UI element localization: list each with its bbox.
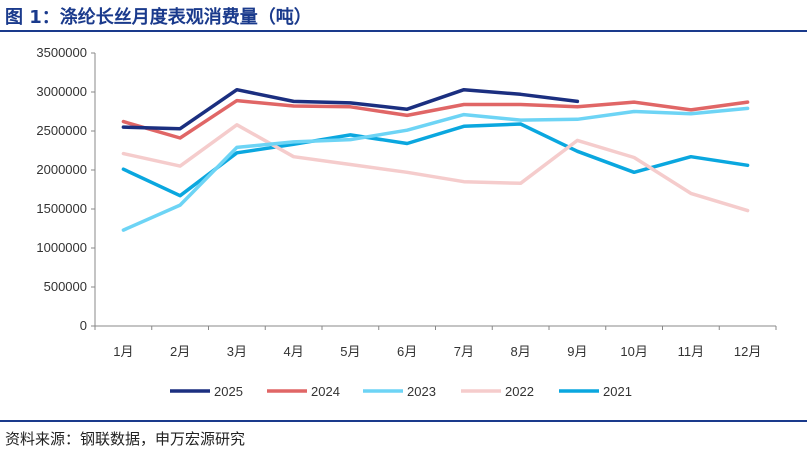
- line-chart: 0 500000 1000000 1500000 2000000 2500000 30000…: [36, 45, 777, 399]
- series-line-2024: [121, 98, 750, 140]
- x-tick-label: 6月: [397, 344, 417, 359]
- x-tick-label: 8月: [511, 344, 531, 359]
- series-line-2021: [121, 122, 750, 198]
- title-rule: [0, 30, 807, 32]
- series-lines: [121, 87, 750, 232]
- series-line-2025: [121, 87, 580, 131]
- legend-label-2022: 2022: [505, 384, 534, 399]
- series-line-2022: [121, 123, 750, 213]
- y-tick-label: 2500000: [36, 123, 87, 138]
- x-tick-label: 10月: [620, 344, 647, 359]
- x-tick-label: 3月: [227, 344, 247, 359]
- series-line-2023: [121, 106, 750, 232]
- x-tick-label: 4月: [284, 344, 304, 359]
- y-tick-label: 3000000: [36, 84, 87, 99]
- y-tick-label: 0: [80, 318, 87, 333]
- legend-label-2023: 2023: [407, 384, 436, 399]
- x-tick-label: 7月: [454, 344, 474, 359]
- y-axis-ticks: 0 500000 1000000 1500000 2000000 2500000 30000…: [36, 45, 95, 333]
- source-rule: [0, 420, 807, 422]
- x-tick-label: 2月: [170, 344, 190, 359]
- x-tick-label: 1月: [113, 344, 133, 359]
- legend-label-2025: 2025: [214, 384, 243, 399]
- x-tick-label: 11月: [678, 344, 705, 359]
- x-tick-label: 5月: [340, 344, 360, 359]
- y-tick-label: 1000000: [36, 240, 87, 255]
- legend-label-2021: 2021: [603, 384, 632, 399]
- chart-title: 图 1：涤纶长丝月度表观消费量（吨）: [5, 7, 312, 28]
- y-tick-label: 1500000: [36, 201, 87, 216]
- source-note: 资料来源：钢联数据，申万宏源研究: [5, 430, 246, 448]
- legend-label-2024: 2024: [311, 384, 340, 399]
- x-tick-label: 12月: [734, 344, 761, 359]
- x-tick-label: 9月: [567, 344, 587, 359]
- y-tick-label: 500000: [44, 279, 87, 294]
- y-tick-label: 3500000: [36, 45, 87, 60]
- x-axis-ticks: 1月 2月 3月 4月 5月 6月 7月 8月 9月 10月 11月 12月: [94, 326, 777, 359]
- y-tick-label: 2000000: [36, 162, 87, 177]
- legend: 2025 2024 2023 2022 2021: [170, 384, 632, 399]
